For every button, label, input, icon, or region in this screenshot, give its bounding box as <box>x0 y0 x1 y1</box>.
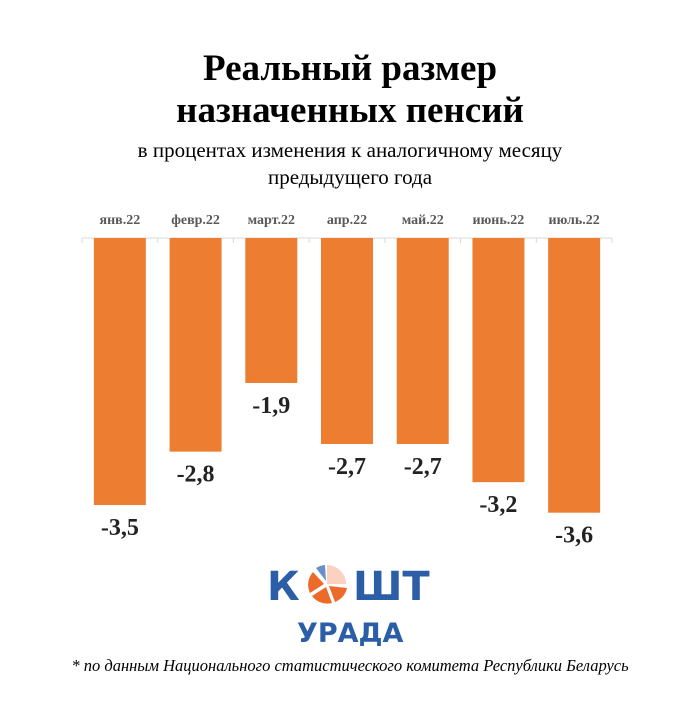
category-label: май.22 <box>402 213 444 228</box>
bar-апр.22 <box>321 238 373 445</box>
logo-text-urada: УРАДА <box>297 618 404 649</box>
category-label: янв.22 <box>100 213 141 228</box>
category-label: июль.22 <box>549 213 600 228</box>
logo-letter-k: К <box>267 564 300 610</box>
chart-title-line-2: назначенных пенсий <box>176 90 524 131</box>
koshet-urada-logo: К ШТ УРАДА <box>267 564 430 649</box>
data-label: -2,7 <box>404 454 442 480</box>
bar-янв.22 <box>93 238 146 506</box>
bar-июль.22 <box>548 238 601 513</box>
data-label: -3,5 <box>101 515 139 541</box>
chart-subtitle-line-1: в процентах изменения к аналогичному мес… <box>137 138 563 162</box>
orange-slice-icon <box>308 565 347 604</box>
bar-июнь.22 <box>472 238 525 483</box>
chart-subtitle-line-2: предыдущего года <box>267 165 433 189</box>
bar-chart: янв.22 -3,5 февр.22 -2,8 март.22 -1,9 апр.22 -2… <box>81 213 613 549</box>
bar-март.22 <box>245 238 298 383</box>
data-label: -3,2 <box>479 492 517 518</box>
category-label: февр.22 <box>171 213 220 228</box>
data-label: -2,8 <box>177 462 215 488</box>
data-label: -2,7 <box>328 454 366 480</box>
logo-letters-sht: ШТ <box>353 564 430 610</box>
category-label: апр.22 <box>327 213 367 228</box>
category-label: март.22 <box>248 213 295 228</box>
chart-title-line-1: Реальный размер <box>202 48 498 89</box>
data-label: -1,9 <box>252 393 290 419</box>
bar-май.22 <box>396 238 449 445</box>
footnote: * по данным Национального статистическог… <box>71 656 629 675</box>
bar-февр.22 <box>169 238 222 452</box>
category-label: июнь.22 <box>473 213 525 228</box>
data-label: -3,6 <box>555 523 593 549</box>
